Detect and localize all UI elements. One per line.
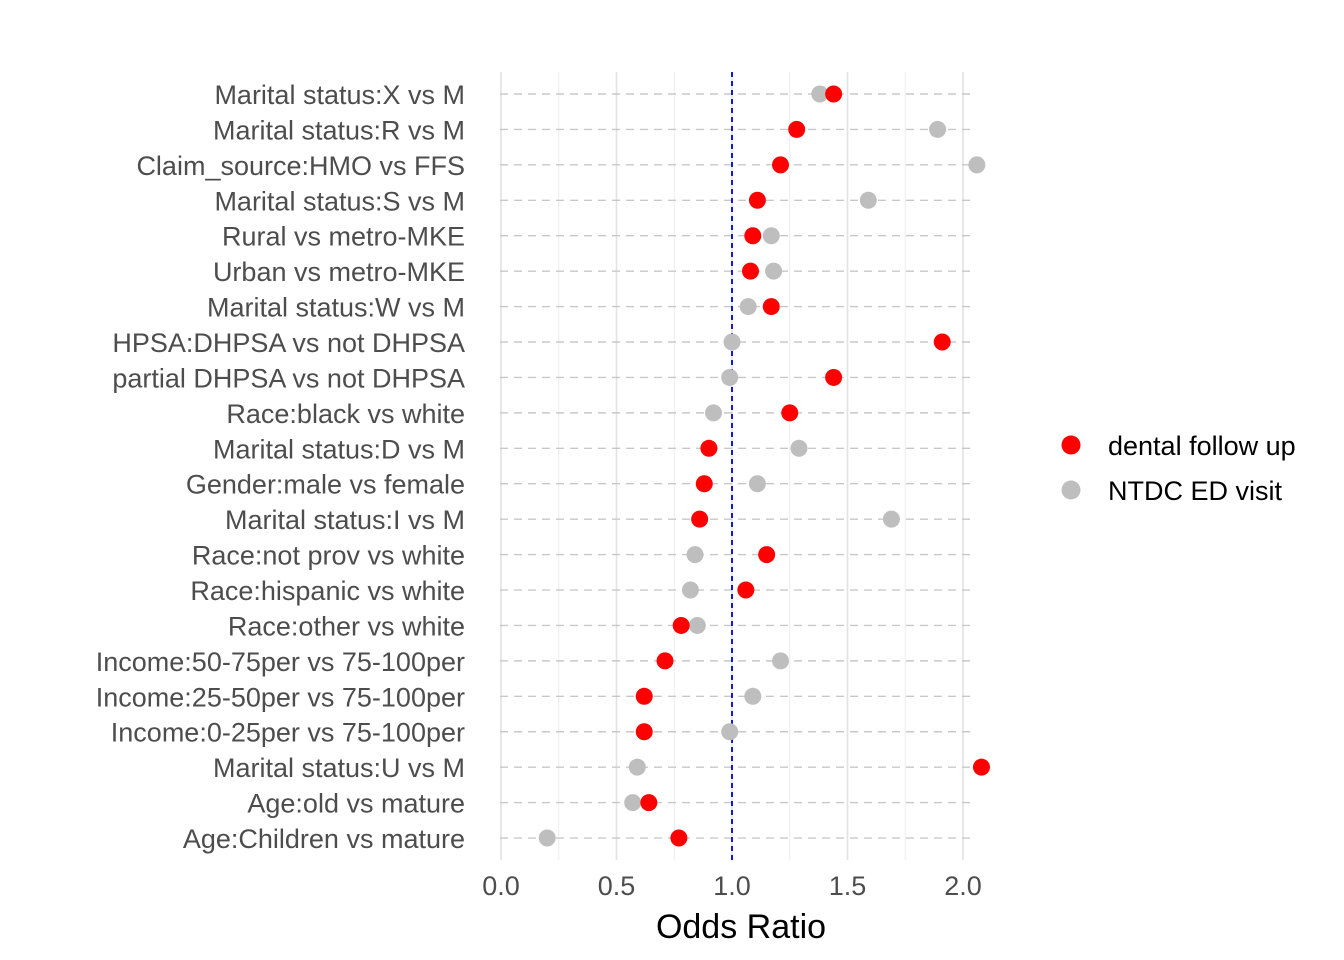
point-ntdc-ed-visit [765,262,783,280]
legend-marker [1061,480,1081,500]
point-ntdc-ed-visit [790,439,808,457]
y-axis-labels: Marital status:X vs M Marital status:R vs… [96,80,465,854]
y-tick-label: partial DHPSA vs not DHPSA [112,363,465,393]
y-tick-label: Income:25-50per vs 75-100per [96,682,465,712]
point-dental-follow-up [635,687,653,705]
legend: dental follow up NTDC ED visit [1061,431,1296,506]
y-tick-label: Marital status:D vs M [213,434,465,464]
point-ntdc-ed-visit [762,227,780,245]
point-ntdc-ed-visit [859,191,877,209]
point-ntdc-ed-visit [538,829,556,847]
legend-marker [1061,435,1081,455]
point-dental-follow-up [670,829,688,847]
point-dental-follow-up [825,368,843,386]
point-ntdc-ed-visit [624,794,642,812]
y-tick-label: Marital status:I vs M [225,505,465,535]
point-ntdc-ed-visit [686,546,704,564]
point-dental-follow-up [737,581,755,599]
x-tick-label: 0.5 [598,871,636,901]
point-ntdc-ed-visit [772,652,790,670]
y-tick-label: Age:old vs mature [247,789,465,819]
x-tick-label: 0.0 [482,871,520,901]
point-ntdc-ed-visit [739,298,757,316]
data-points [538,85,990,847]
y-tick-label: Race:black vs white [226,399,465,429]
point-dental-follow-up [744,227,762,245]
point-dental-follow-up [788,120,806,138]
point-dental-follow-up [656,652,674,670]
point-dental-follow-up [748,191,766,209]
y-tick-label: Marital status:X vs M [214,80,465,110]
point-ntdc-ed-visit [744,687,762,705]
point-dental-follow-up [772,156,790,174]
y-tick-label: Marital status:W vs M [207,293,465,323]
point-dental-follow-up [972,758,990,776]
point-ntdc-ed-visit [811,85,829,103]
y-tick-label: Marital status:U vs M [213,753,465,783]
x-tick-label: 1.5 [829,871,867,901]
point-dental-follow-up [933,333,951,351]
y-tick-label: HPSA:DHPSA vs not DHPSA [112,328,465,358]
y-tick-label: Race:other vs white [228,611,465,641]
grid [500,72,976,860]
x-tick-label: 2.0 [944,871,982,901]
point-ntdc-ed-visit [628,758,646,776]
y-tick-label: Marital status:R vs M [213,115,465,145]
point-dental-follow-up [741,262,759,280]
x-axis-title: Odds Ratio [656,908,826,946]
point-ntdc-ed-visit [748,475,766,493]
y-tick-label: Claim_source:HMO vs FFS [136,151,465,181]
point-dental-follow-up [672,616,690,634]
point-dental-follow-up [781,404,799,422]
point-ntdc-ed-visit [929,120,947,138]
point-dental-follow-up [762,298,780,316]
y-tick-label: Race:not prov vs white [192,541,465,571]
point-dental-follow-up [758,546,776,564]
y-tick-label: Marital status:S vs M [214,186,465,216]
point-ntdc-ed-visit [688,616,706,634]
point-ntdc-ed-visit [681,581,699,599]
y-tick-label: Race:hispanic vs white [190,576,465,606]
y-tick-label: Income:0-25per vs 75-100per [111,718,465,748]
legend-label: NTDC ED visit [1108,476,1282,506]
point-ntdc-ed-visit [705,404,723,422]
point-ntdc-ed-visit [721,368,739,386]
point-ntdc-ed-visit [721,723,739,741]
point-ntdc-ed-visit [882,510,900,528]
y-tick-label: Income:50-75per vs 75-100per [96,647,465,677]
y-tick-label: Urban vs metro-MKE [213,257,465,287]
y-tick-label: Gender:male vs female [186,470,465,500]
point-dental-follow-up [635,723,653,741]
legend-label: dental follow up [1108,431,1296,461]
point-dental-follow-up [825,85,843,103]
y-tick-label: Rural vs metro-MKE [222,222,465,252]
point-dental-follow-up [640,794,658,812]
y-tick-label: Age:Children vs mature [183,824,465,854]
point-dental-follow-up [695,475,713,493]
point-dental-follow-up [700,439,718,457]
point-dental-follow-up [691,510,709,528]
point-ntdc-ed-visit [723,333,741,351]
point-ntdc-ed-visit [968,156,986,174]
x-axis-ticks: 0.0 0.5 1.0 1.5 2.0 [482,871,982,901]
x-tick-label: 1.0 [713,871,751,901]
